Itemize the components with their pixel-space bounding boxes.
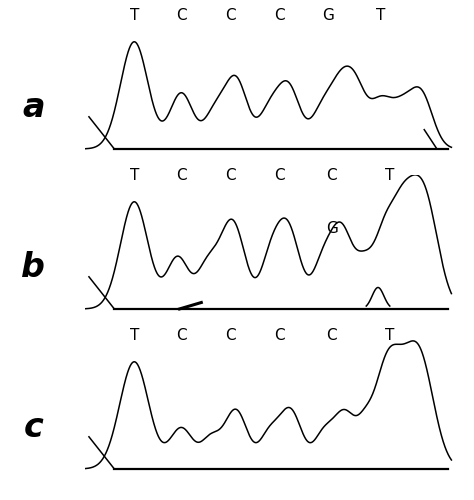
Text: G: G — [322, 8, 334, 22]
Text: c: c — [23, 411, 43, 444]
Text: C: C — [225, 8, 236, 22]
Text: T: T — [129, 328, 139, 342]
Text: T: T — [376, 8, 385, 22]
Text: T: T — [129, 168, 139, 182]
Text: C: C — [274, 168, 284, 182]
Text: C: C — [176, 8, 187, 22]
Text: C: C — [176, 168, 187, 182]
Text: a: a — [22, 91, 45, 124]
Text: b: b — [21, 251, 45, 284]
Text: T: T — [385, 328, 394, 342]
Text: C: C — [274, 328, 284, 342]
Text: C: C — [327, 328, 337, 342]
Text: T: T — [385, 168, 394, 182]
Text: C: C — [327, 168, 337, 182]
Text: T: T — [129, 8, 139, 22]
Text: C: C — [225, 328, 236, 342]
Text: C: C — [176, 328, 187, 342]
Text: G: G — [326, 221, 338, 236]
Text: C: C — [225, 168, 236, 182]
Text: C: C — [274, 8, 284, 22]
